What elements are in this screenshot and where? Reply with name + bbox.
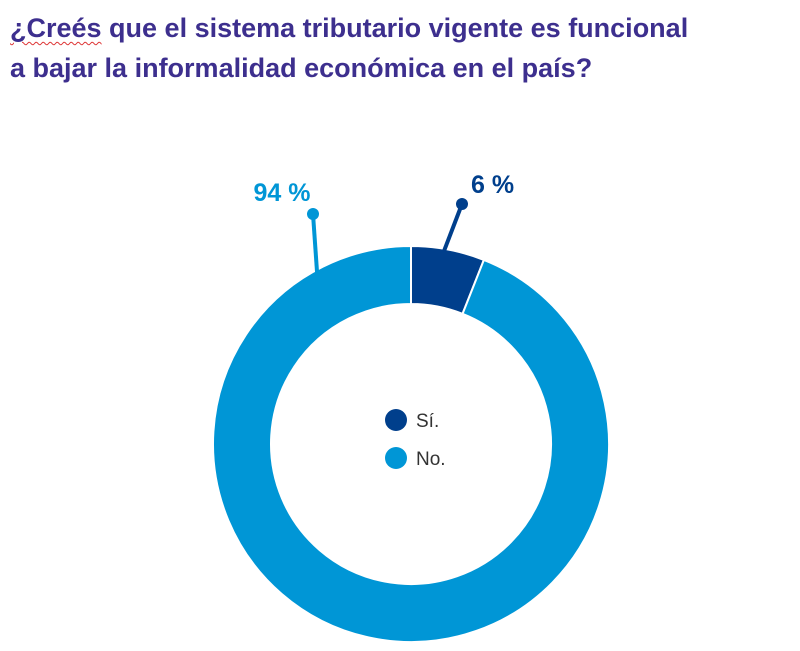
legend-marker bbox=[385, 409, 407, 431]
data-label: 6 % bbox=[471, 171, 514, 199]
legend-marker bbox=[385, 447, 407, 469]
leader-dot bbox=[456, 198, 468, 210]
data-label: 94 % bbox=[254, 179, 311, 207]
leader-line bbox=[311, 213, 320, 273]
leader-dot bbox=[307, 208, 319, 220]
legend-label: Sí. bbox=[416, 411, 439, 432]
leader-line bbox=[442, 203, 464, 252]
legend-label: No. bbox=[416, 449, 446, 470]
slice-no bbox=[212, 244, 610, 643]
chart-title: ¿Creés que el sistema tributario vigente… bbox=[10, 13, 689, 83]
